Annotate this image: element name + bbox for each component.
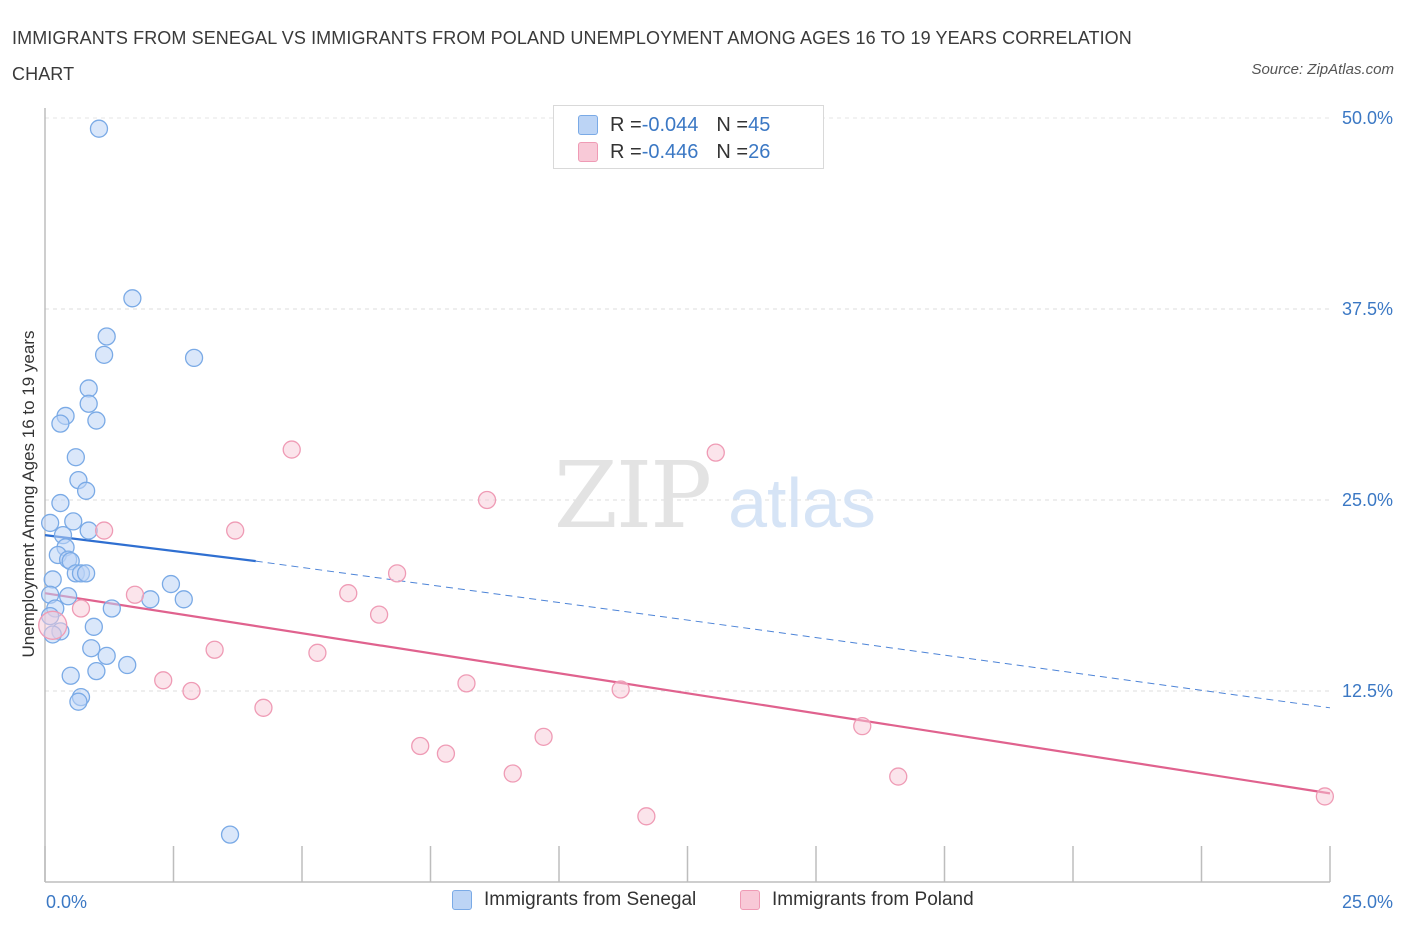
- point-poland: [436, 744, 456, 763]
- point-senegal: [64, 512, 83, 531]
- point-senegal: [87, 411, 106, 430]
- y-tick-label: 50.0%: [1342, 108, 1393, 128]
- point-poland: [254, 698, 273, 717]
- point-poland: [154, 671, 173, 690]
- point-poland: [125, 585, 145, 604]
- point-senegal: [69, 692, 88, 711]
- bottom-legend-poland[interactable]: Immigrants from Poland: [740, 889, 974, 911]
- watermark-atlas: atlas: [728, 464, 876, 542]
- bottom-legend-swatch-poland: [740, 890, 760, 910]
- point-senegal: [43, 570, 62, 589]
- legend-n-label: N =: [716, 113, 749, 136]
- point-senegal: [174, 590, 193, 609]
- point-poland: [637, 807, 656, 826]
- point-senegal: [84, 617, 103, 636]
- legend-row-senegal: R = -0.044 N = 45: [578, 113, 770, 137]
- point-poland: [308, 643, 327, 662]
- point-poland: [611, 680, 630, 699]
- x-tick-label-min: 0.0%: [46, 892, 87, 912]
- legend-swatch-senegal: [578, 115, 598, 135]
- point-senegal: [184, 348, 204, 368]
- bottom-legend-label-poland: Immigrants from Poland: [772, 889, 974, 910]
- legend-r-label: R =: [610, 140, 642, 163]
- point-poland: [339, 584, 358, 603]
- trend-line-poland: [44, 592, 1331, 795]
- trend-line-senegal-solid: [44, 534, 256, 563]
- point-senegal: [79, 394, 98, 413]
- gridlines: [45, 117, 1330, 692]
- point-poland: [226, 521, 245, 540]
- point-poland: [411, 736, 430, 756]
- y-tick-label: 12.5%: [1342, 681, 1393, 701]
- source-label: Source: ZipAtlas.com: [1251, 61, 1394, 78]
- point-poland: [71, 599, 91, 618]
- point-senegal: [102, 599, 121, 618]
- point-senegal: [97, 327, 116, 346]
- trend-lines: [44, 534, 1331, 795]
- point-poland: [282, 440, 301, 459]
- point-senegal: [79, 379, 98, 398]
- point-senegal: [51, 414, 70, 433]
- y-tick-label: 37.5%: [1342, 299, 1393, 319]
- legend-n-value: 45: [748, 113, 771, 136]
- points-senegal: [40, 119, 240, 844]
- point-senegal: [76, 564, 96, 583]
- point-senegal: [58, 587, 78, 606]
- axes: [44, 108, 1331, 883]
- point-senegal: [89, 119, 109, 138]
- point-senegal: [118, 655, 137, 675]
- point-senegal: [141, 590, 160, 609]
- legend-row-poland: R = -0.446 N = 26: [578, 140, 770, 164]
- point-senegal: [66, 448, 85, 467]
- point-poland: [706, 443, 725, 462]
- point-poland: [457, 674, 476, 693]
- point-senegal: [123, 289, 142, 308]
- legend-swatch-poland: [578, 142, 598, 162]
- point-poland: [369, 605, 389, 624]
- point-senegal: [79, 521, 98, 540]
- point-senegal: [82, 639, 101, 658]
- points-poland: [38, 440, 1335, 826]
- watermark-zip: ZIP: [554, 442, 710, 549]
- legend-n-value: 26: [748, 140, 771, 163]
- point-poland: [534, 727, 553, 746]
- point-senegal: [87, 661, 106, 681]
- point-poland: [889, 767, 908, 786]
- point-senegal: [94, 345, 114, 364]
- point-senegal: [220, 825, 240, 844]
- point-poland: [387, 564, 407, 583]
- bottom-legend-label-senegal: Immigrants from Senegal: [484, 889, 697, 910]
- point-poland: [38, 610, 68, 640]
- legend-r-value: -0.044: [641, 113, 699, 136]
- tick-labels: 12.5% 25.0% 37.5% 50.0% 0.0% 25.0%: [46, 108, 1393, 912]
- trend-line-senegal-dashed: [255, 560, 1331, 709]
- x-tick-label-max: 25.0%: [1342, 892, 1393, 912]
- legend-r-value: -0.446: [641, 140, 699, 163]
- point-poland: [853, 716, 872, 736]
- bottom-legend-swatch-senegal: [452, 890, 472, 910]
- point-poland: [477, 490, 497, 510]
- point-poland: [205, 640, 224, 659]
- y-tick-label: 25.0%: [1342, 490, 1393, 510]
- point-senegal: [97, 646, 116, 666]
- correlation-legend: R = -0.044 N = 45 R = -0.446 N = 26: [553, 105, 824, 169]
- bottom-legend-senegal[interactable]: Immigrants from Senegal: [452, 889, 696, 911]
- point-poland: [1315, 787, 1335, 806]
- point-senegal: [161, 574, 181, 594]
- point-senegal: [61, 666, 80, 685]
- point-poland: [94, 521, 114, 540]
- point-senegal: [40, 513, 60, 533]
- chart-title: IMMIGRANTS FROM SENEGAL VS IMMIGRANTS FR…: [12, 28, 1132, 84]
- point-poland: [503, 764, 522, 783]
- point-poland: [182, 681, 201, 701]
- legend-n-label: N =: [716, 140, 749, 163]
- legend-r-label: R =: [610, 113, 642, 136]
- point-senegal: [76, 481, 96, 500]
- point-senegal: [51, 493, 70, 513]
